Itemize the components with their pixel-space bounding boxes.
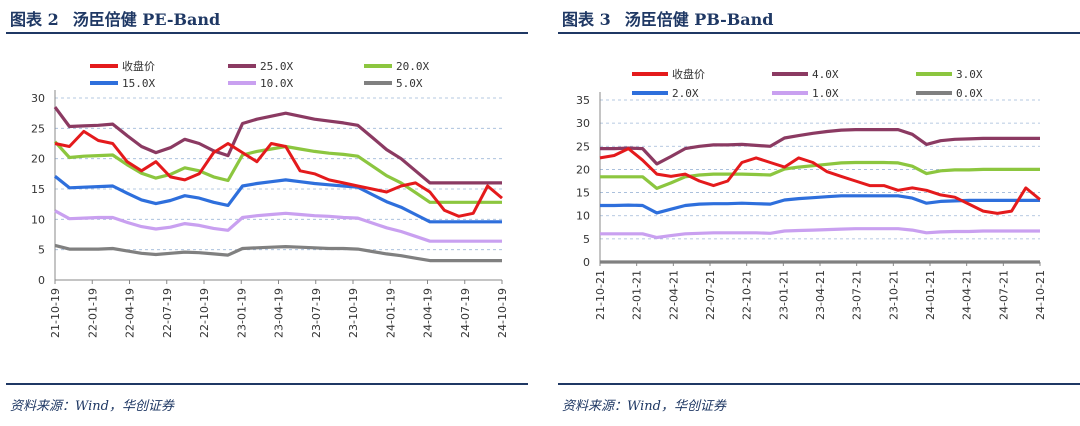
- series-line-20.0X: [53, 140, 502, 204]
- y-tick-label: 0: [583, 256, 590, 269]
- y-tick-label: 35: [576, 94, 590, 107]
- legend-label: 10.0X: [260, 77, 293, 90]
- x-tick-label: 21-10-21: [594, 270, 607, 320]
- legend-label: 20.0X: [396, 60, 429, 73]
- x-tick-label: 24-07-19: [459, 288, 472, 338]
- y-tick-label: 20: [576, 163, 590, 176]
- y-tick-label: 30: [31, 92, 45, 105]
- series-line-10.0X: [54, 209, 502, 243]
- x-tick-label: 23-10-19: [347, 288, 360, 338]
- y-tick-label: 10: [31, 213, 45, 226]
- series-line-15.0X: [54, 175, 502, 224]
- legend-label: 收盘价: [122, 59, 155, 73]
- series-line-3.0X: [600, 160, 1040, 190]
- y-tick-label: 15: [31, 183, 45, 196]
- x-tick-label: 22-07-19: [161, 288, 174, 338]
- legend-label: 4.0X: [812, 68, 839, 81]
- x-tick-label: 22-07-21: [704, 270, 717, 320]
- y-tick-label: 30: [576, 117, 590, 130]
- legend-label: 2.0X: [672, 87, 699, 100]
- x-tick-label: 24-04-21: [961, 270, 974, 320]
- legend-label: 3.0X: [956, 68, 983, 81]
- source-note: 资料来源：Wind，华创证券: [562, 399, 726, 414]
- legend-label: 15.0X: [122, 77, 155, 90]
- figure-label: 图表 3: [562, 10, 611, 29]
- y-tick-label: 0: [38, 274, 45, 287]
- x-tick-label: 24-07-21: [997, 270, 1010, 320]
- x-tick-label: 22-10-21: [741, 270, 754, 320]
- x-tick-label: 22-04-21: [667, 270, 680, 320]
- series-line-25.0X: [53, 106, 502, 185]
- x-tick-label: 24-10-19: [496, 288, 509, 338]
- x-tick-label: 22-10-19: [198, 288, 211, 338]
- y-tick-label: 25: [576, 140, 590, 153]
- x-tick-label: 22-01-19: [86, 288, 99, 338]
- series-line-5.0X: [54, 243, 502, 263]
- x-tick-label: 24-04-19: [422, 288, 435, 338]
- pb-band-panel: 图表 3 汤臣倍健 PB-Band 0 5 10 15 20 25 30 35 21-10-21 2…: [552, 0, 1080, 426]
- figure-name: 汤臣倍健 PE-Band: [72, 10, 221, 29]
- series-line-close: [54, 129, 503, 218]
- y-tick-label: 5: [583, 233, 590, 246]
- x-tick-label: 23-10-21: [887, 270, 900, 320]
- legend-label: 收盘价: [672, 67, 705, 81]
- title-rule: [558, 32, 1080, 34]
- legend-label: 0.0X: [956, 87, 983, 100]
- x-tick-label: 24-01-21: [924, 270, 937, 320]
- x-tick-label: 23-07-19: [310, 288, 323, 338]
- y-tick-label: 5: [38, 244, 45, 257]
- series-line-4.0X: [600, 127, 1040, 166]
- x-tick-label: 23-04-19: [273, 288, 286, 338]
- figure-label: 图表 2: [10, 10, 59, 29]
- series-line-1.0X: [600, 227, 1040, 240]
- series-line-2.0X: [600, 194, 1040, 215]
- footer-rule: [6, 383, 528, 385]
- legend-label: 1.0X: [812, 87, 839, 100]
- x-tick-label: 23-01-21: [777, 270, 790, 320]
- y-tick-label: 15: [576, 187, 590, 200]
- y-tick-label: 10: [576, 210, 590, 223]
- figure-title: 图表 3 汤臣倍健 PB-Band: [562, 6, 788, 30]
- legend-label: 25.0X: [260, 60, 293, 73]
- y-tick-label: 25: [31, 122, 45, 135]
- x-tick-label: 24-10-21: [1034, 270, 1047, 320]
- y-tick-label: 20: [31, 153, 45, 166]
- legend-label: 5.0X: [396, 77, 423, 90]
- x-tick-label: 22-01-21: [631, 270, 644, 320]
- pe-band-chart: 0 5 10 15 20 25 30 21-10-19 22-01-19 22-04-19 22-0…: [31, 59, 509, 338]
- figure-name: 汤臣倍健 PB-Band: [624, 10, 774, 29]
- source-note: 资料来源：Wind，华创证券: [10, 399, 174, 414]
- x-tick-label: 24-01-19: [384, 288, 397, 338]
- pb-band-chart: 0 5 10 15 20 25 30 35 21-10-21 22-01-21 22-04-21 22…: [576, 67, 1047, 320]
- series-line-close: [599, 147, 1041, 215]
- x-tick-label: 23-01-19: [235, 288, 248, 338]
- x-tick-label: 21-10-19: [49, 288, 62, 338]
- figure-title: 图表 2 汤臣倍健 PE-Band: [10, 6, 234, 30]
- footer-rule: [558, 383, 1080, 385]
- pe-band-panel: 图表 2 汤臣倍健 PE-Band 0 5 10 15 20 25 30 21-10-19 22-…: [0, 0, 530, 426]
- x-tick-label: 23-07-21: [851, 270, 864, 320]
- x-tick-label: 23-04-21: [814, 270, 827, 320]
- x-tick-label: 22-04-19: [124, 288, 137, 338]
- title-rule: [6, 32, 528, 34]
